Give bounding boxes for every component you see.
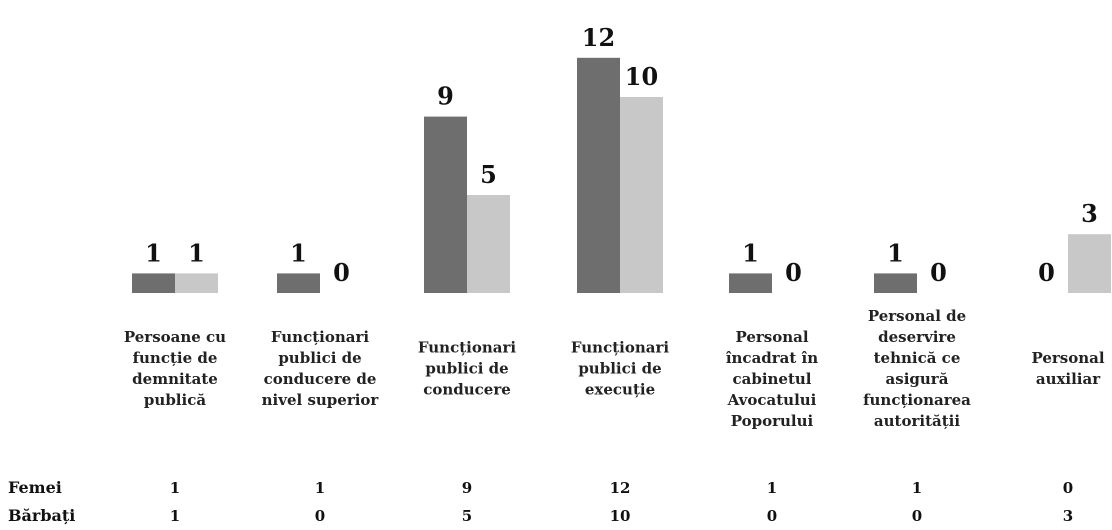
table-row-label-femei: Femei [8, 478, 62, 497]
bar-femei-3 [577, 57, 620, 293]
bar-femei-5 [874, 273, 917, 293]
bar-femei-1 [277, 273, 320, 293]
table-cell-femei-6: 0 [1063, 479, 1073, 497]
table-cell-barbati-4: 0 [767, 507, 777, 525]
category-label-1: Funcționari publici de conducere de nivel s… [262, 328, 380, 409]
data-label-barbati-3: 10 [625, 62, 658, 91]
table-row-label-barbati: Bărbați [8, 506, 75, 525]
category-label-4: Personal încadrat în cabinetul Avocatului Po… [726, 328, 818, 430]
table-cell-femei-2: 9 [462, 479, 472, 497]
category-label-2: Funcționari publici de conducere [418, 339, 516, 399]
data-label-barbati-5: 0 [930, 258, 947, 287]
table-cell-barbati-2: 5 [462, 507, 472, 525]
table-cell-barbati-1: 0 [315, 507, 325, 525]
table-cell-femei-3: 12 [610, 479, 631, 497]
bar-barbati-6 [1068, 234, 1111, 293]
bar-femei-0 [132, 273, 175, 293]
bar-barbati-2 [467, 195, 510, 293]
category-label-0: Persoane cu funcție de demnitate publică [124, 328, 226, 409]
data-label-femei-6: 0 [1038, 258, 1055, 287]
table-cell-barbati-5: 0 [912, 507, 922, 525]
table-cell-barbati-6: 3 [1063, 507, 1073, 525]
data-label-femei-5: 1 [887, 238, 904, 267]
table-cell-femei-0: 1 [170, 479, 180, 497]
table-cell-femei-1: 1 [315, 479, 325, 497]
data-label-femei-3: 12 [582, 23, 615, 52]
bar-femei-4 [729, 273, 772, 293]
bar-femei-2 [424, 116, 467, 293]
category-label-5: Personal de deservire tehnică ce asigură fun… [863, 307, 971, 430]
table-cell-barbati-3: 10 [610, 507, 631, 525]
category-label-6: Personal auxiliar [1031, 349, 1104, 388]
data-label-barbati-2: 5 [480, 160, 497, 189]
data-label-femei-2: 9 [437, 82, 454, 111]
table-cell-femei-5: 1 [912, 479, 922, 497]
bar-barbati-0 [175, 273, 218, 293]
data-label-femei-1: 1 [290, 238, 307, 267]
data-label-barbati-4: 0 [785, 258, 802, 287]
data-label-barbati-0: 1 [188, 238, 205, 267]
data-label-femei-4: 1 [742, 238, 759, 267]
category-label-3: Funcționari publici de execuție [571, 339, 669, 399]
data-label-femei-0: 1 [145, 238, 162, 267]
data-label-barbati-6: 3 [1081, 199, 1098, 228]
data-label-barbati-1: 0 [333, 258, 350, 287]
table-cell-barbati-0: 1 [170, 507, 180, 525]
table-cell-femei-4: 1 [767, 479, 777, 497]
bar-barbati-3 [620, 97, 663, 293]
